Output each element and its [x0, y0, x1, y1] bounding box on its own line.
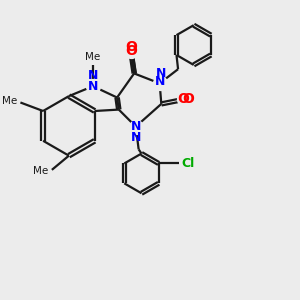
Text: Me: Me — [2, 96, 17, 106]
Text: N: N — [154, 75, 165, 88]
Text: Cl: Cl — [182, 157, 195, 170]
Text: N: N — [130, 131, 141, 144]
Text: N: N — [88, 80, 98, 93]
Text: N: N — [88, 69, 98, 82]
Text: O: O — [182, 92, 194, 106]
Text: O: O — [125, 44, 137, 58]
Text: N: N — [156, 67, 166, 80]
Text: O: O — [125, 40, 137, 54]
Text: O: O — [178, 92, 190, 106]
Text: Me: Me — [33, 166, 49, 176]
Text: Me: Me — [85, 52, 100, 61]
Text: N: N — [130, 120, 141, 133]
